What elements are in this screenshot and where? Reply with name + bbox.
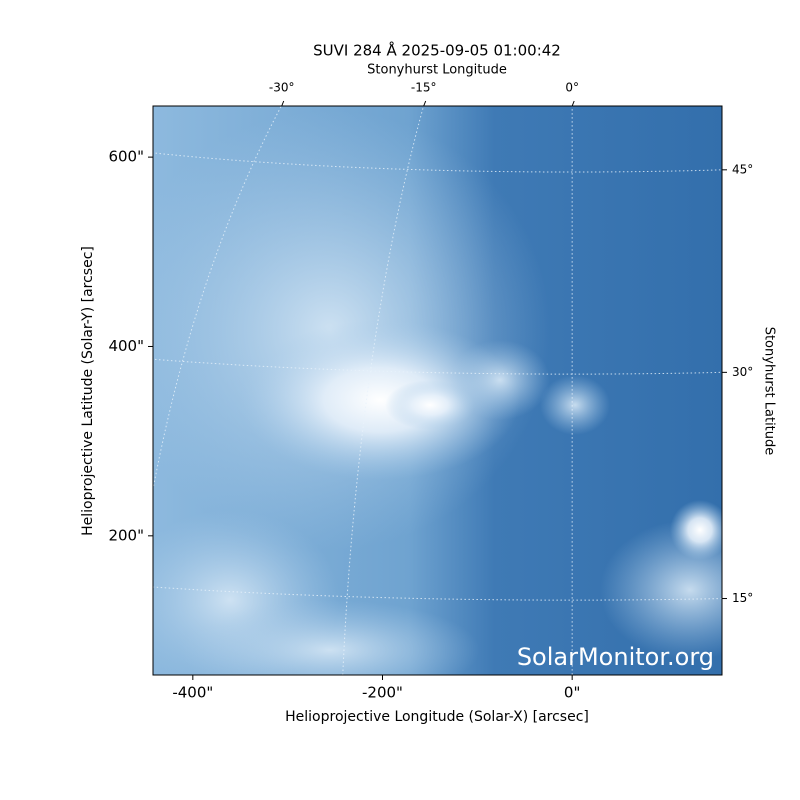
lon-grid-line	[342, 106, 425, 675]
y2-label: Stonyhurst Latitude	[762, 327, 777, 456]
chart-title: SUVI 284 Å 2025-09-05 01:00:42	[313, 41, 561, 60]
lon-grid-line	[153, 106, 282, 492]
lon-tick	[423, 100, 427, 107]
watermark: SolarMonitor.org	[517, 643, 714, 671]
solar-image	[153, 106, 722, 675]
y-label: Helioprojective Latitude (Solar-Y) [arcs…	[80, 246, 96, 536]
lat-tick-label: 45°	[732, 162, 753, 176]
y-tick-label: 400"	[108, 337, 144, 355]
lon-tick-label: -30°	[269, 81, 295, 95]
lon-tick	[281, 100, 285, 107]
axes-frame	[152, 105, 723, 676]
x-label: Helioprojective Longitude (Solar-X) [arc…	[285, 709, 589, 725]
lon-tick-label: -15°	[411, 81, 437, 95]
lon-tick-label: 0°	[565, 81, 579, 95]
lat-grid-line	[153, 586, 722, 601]
x-tick-label: -200"	[362, 684, 403, 702]
x-tick-label: -400"	[172, 684, 213, 702]
y-tick-label: 200"	[108, 526, 144, 544]
x2-label: Stonyhurst Longitude	[367, 63, 507, 78]
lat-tick-label: 30°	[732, 365, 753, 379]
lat-tick-label: 15°	[732, 591, 753, 605]
x-tick-label: 0"	[564, 684, 580, 702]
y-tick-label: 600"	[108, 148, 144, 166]
lon-tick	[571, 100, 575, 107]
